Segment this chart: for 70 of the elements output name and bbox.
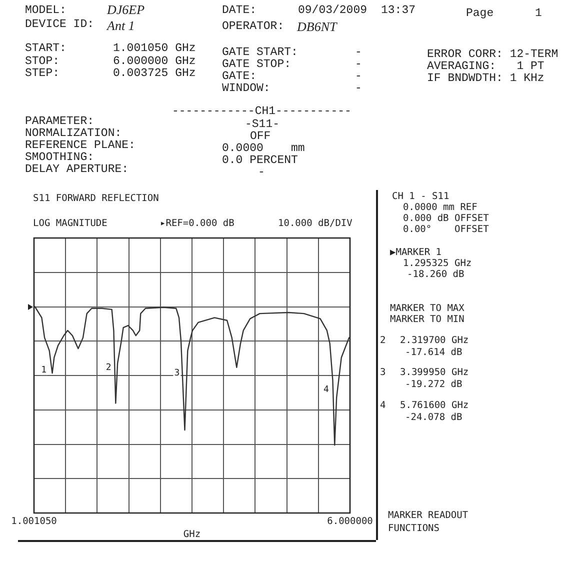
text: NORMALIZATION:: [25, 127, 122, 140]
text: 0.0000 mm: [222, 142, 305, 155]
text: DELAY APERTURE:: [25, 163, 129, 177]
x-tick-label: 6.000000: [327, 516, 374, 528]
text: 4: [380, 400, 386, 412]
text: STEP:: [25, 67, 60, 81]
text: GATE:: [222, 70, 257, 83]
text: 0.000 dB OFFSET: [403, 213, 489, 224]
text: STOP:: [25, 55, 60, 68]
annotation: 2: [106, 363, 112, 374]
annotation: 4: [324, 385, 329, 396]
text: SMOOTHING:: [25, 151, 94, 164]
text: AVERAGING: 1 PT: [427, 60, 544, 73]
text: -: [355, 46, 362, 60]
text: DEVICE ID:: [25, 18, 94, 32]
text: -: [355, 58, 362, 72]
text: 13:37: [381, 4, 416, 18]
text: Ant 1: [107, 18, 135, 34]
text: DATE:: [222, 4, 257, 18]
text: ------------CH1-----------: [172, 105, 352, 119]
text: 10.000 dB/DIV: [278, 218, 352, 230]
text: -17.614 dB: [405, 347, 462, 358]
x-tick-label: 1.001050: [11, 516, 58, 528]
text: LOG MAGNITUDE: [33, 218, 108, 230]
text: CH 1 - S11: [392, 191, 450, 202]
text: PARAMETER:: [25, 115, 94, 128]
text: -: [355, 82, 362, 96]
text: 1: [535, 7, 542, 21]
text: IF BNDWDTH: 1 KHz: [427, 72, 544, 86]
text: START:: [25, 42, 66, 56]
text: REFERENCE PLANE:: [25, 139, 136, 152]
text: -: [355, 70, 362, 84]
text: MARKER TO MAX: [390, 303, 464, 314]
text: -24.078 dB: [405, 412, 462, 424]
text: 0.003725 GHz: [113, 67, 196, 81]
annotation: 1: [41, 365, 47, 376]
text: OFF: [250, 130, 271, 143]
text: OPERATOR:: [222, 20, 284, 34]
annotation: 3: [174, 368, 180, 379]
text: Page: [466, 7, 494, 21]
text: FUNCTIONS: [388, 523, 440, 534]
text: WINDOW:: [222, 82, 270, 96]
text: MARKER TO MIN: [390, 314, 464, 326]
text: ▸REF=0.000 dB: [160, 218, 234, 230]
text: 2: [380, 335, 386, 346]
text: DJ6EP: [107, 2, 145, 18]
text: GATE START:: [222, 46, 298, 59]
text: 3.399950 GHz: [400, 367, 469, 378]
text: 1.295325 GHz: [403, 258, 472, 270]
text: -19.272 dB: [405, 379, 462, 390]
text: GATE STOP:: [222, 58, 292, 71]
text: MARKER READOUT: [388, 510, 468, 522]
text: 3: [380, 367, 386, 378]
text: ▶MARKER 1: [390, 247, 442, 258]
text: -18.260 dB: [407, 269, 464, 280]
text: 6.000000 GHz: [113, 55, 196, 68]
text: 2.319700 GHz: [400, 335, 469, 346]
text: -: [258, 166, 265, 180]
text: 1.001050 GHz: [113, 42, 196, 56]
text: ERROR CORR: 12-TERM: [427, 48, 558, 61]
text: -S11-: [245, 118, 280, 131]
text: 5.761600 GHz: [400, 400, 469, 412]
chart-title: S11 FORWARD REFLECTION: [33, 193, 159, 204]
text: 0.0 PERCENT: [222, 154, 298, 168]
text: 09/03/2009: [298, 4, 368, 18]
text: 0.0000 mm REF: [403, 202, 478, 214]
x-axis-title: GHz: [183, 528, 201, 540]
text: MODEL:: [25, 4, 66, 18]
text: 0.00° OFFSET: [403, 224, 489, 236]
text: DB6NT: [297, 19, 337, 34]
